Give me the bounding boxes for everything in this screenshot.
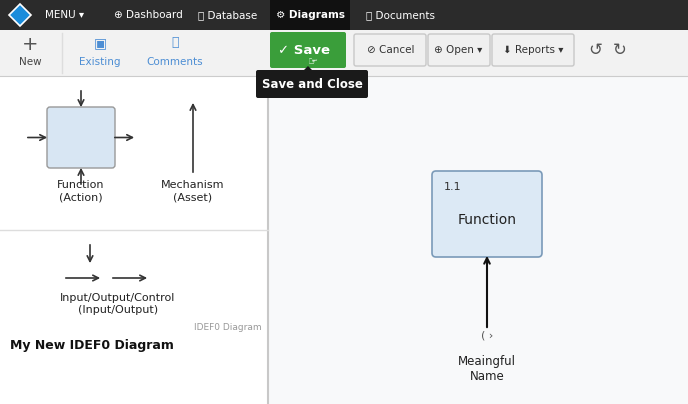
Bar xyxy=(0,30,688,76)
Text: Input/Output/Control: Input/Output/Control xyxy=(61,293,175,303)
Text: (Action): (Action) xyxy=(59,192,103,202)
Text: (Input/Output): (Input/Output) xyxy=(78,305,158,315)
FancyBboxPatch shape xyxy=(47,107,115,168)
Text: (Asset): (Asset) xyxy=(173,192,213,202)
FancyBboxPatch shape xyxy=(354,34,426,66)
Bar xyxy=(0,0,688,30)
Text: IDEF0 Diagram: IDEF0 Diagram xyxy=(195,324,262,332)
Text: ⚙ Diagrams: ⚙ Diagrams xyxy=(275,10,345,20)
Text: Save and Close: Save and Close xyxy=(261,78,363,90)
Text: ☞: ☞ xyxy=(308,57,318,67)
Text: ⊕ Dashboard: ⊕ Dashboard xyxy=(114,10,182,20)
Text: My New IDEF0 Diagram: My New IDEF0 Diagram xyxy=(10,339,174,351)
Text: ⬇ Reports ▾: ⬇ Reports ▾ xyxy=(503,45,563,55)
Text: 🗄 Database: 🗄 Database xyxy=(198,10,257,20)
FancyBboxPatch shape xyxy=(270,32,346,68)
Bar xyxy=(268,76,688,404)
Polygon shape xyxy=(9,4,31,26)
Polygon shape xyxy=(302,66,314,72)
FancyBboxPatch shape xyxy=(492,34,574,66)
Bar xyxy=(270,0,350,30)
Text: ⊘ Cancel: ⊘ Cancel xyxy=(367,45,415,55)
Text: Function: Function xyxy=(57,180,105,190)
Text: Meaingful
Name: Meaingful Name xyxy=(458,355,516,383)
Text: 💬: 💬 xyxy=(171,36,179,50)
Text: ( ›: ( › xyxy=(481,330,493,340)
Text: +: + xyxy=(22,34,39,53)
Text: 📄 Documents: 📄 Documents xyxy=(365,10,435,20)
Text: New: New xyxy=(19,57,41,67)
FancyBboxPatch shape xyxy=(432,171,542,257)
Text: Mechanism: Mechanism xyxy=(161,180,225,190)
Bar xyxy=(0,76,268,404)
Text: ▣: ▣ xyxy=(94,36,107,50)
Text: Comments: Comments xyxy=(147,57,204,67)
FancyBboxPatch shape xyxy=(256,70,368,98)
Text: ↻: ↻ xyxy=(613,41,627,59)
Text: Function: Function xyxy=(458,213,517,227)
Text: 1.1: 1.1 xyxy=(444,182,462,192)
Text: ⊕ Open ▾: ⊕ Open ▾ xyxy=(434,45,482,55)
Text: MENU ▾: MENU ▾ xyxy=(45,10,85,20)
FancyBboxPatch shape xyxy=(428,34,490,66)
Text: Existing: Existing xyxy=(79,57,121,67)
Text: ✓ Save: ✓ Save xyxy=(278,44,330,57)
Text: ↺: ↺ xyxy=(588,41,602,59)
